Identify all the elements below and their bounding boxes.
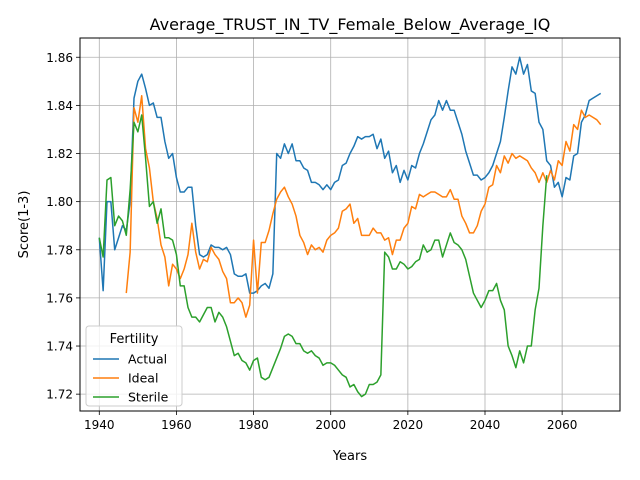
- y-tick-label: 1.72: [46, 388, 73, 402]
- legend-items: Actual Ideal Sterile: [93, 352, 169, 405]
- legend: Fertility Actual Ideal Sterile: [86, 326, 182, 406]
- y-tick-label: 1.78: [46, 243, 73, 257]
- x-tick-label: 1960: [161, 418, 192, 432]
- x-tick-label: 1980: [238, 418, 269, 432]
- y-tick-label: 1.76: [46, 291, 73, 305]
- y-axis-label: Score(1-3): [17, 191, 32, 259]
- legend-label-actual: Actual: [128, 352, 167, 367]
- legend-label-ideal: Ideal: [128, 371, 158, 386]
- y-tick-label: 1.82: [46, 147, 73, 161]
- y-tick-label: 1.74: [46, 340, 73, 354]
- legend-label-sterile: Sterile: [128, 390, 169, 405]
- legend-title: Fertility: [110, 332, 159, 347]
- x-axis-label: Years: [332, 449, 368, 464]
- chart-title: Average_TRUST_IN_TV_Female_Below_Average…: [150, 15, 551, 35]
- x-tick-label: 2060: [547, 418, 578, 432]
- x-tick-label: 1940: [84, 418, 115, 432]
- x-tick-label: 2040: [470, 418, 501, 432]
- x-tick-label: 2020: [393, 418, 424, 432]
- y-tick-label: 1.86: [46, 51, 73, 65]
- y-tick-label: 1.84: [46, 99, 73, 113]
- x-tick-label: 2000: [315, 418, 346, 432]
- y-tick-label: 1.80: [46, 195, 73, 209]
